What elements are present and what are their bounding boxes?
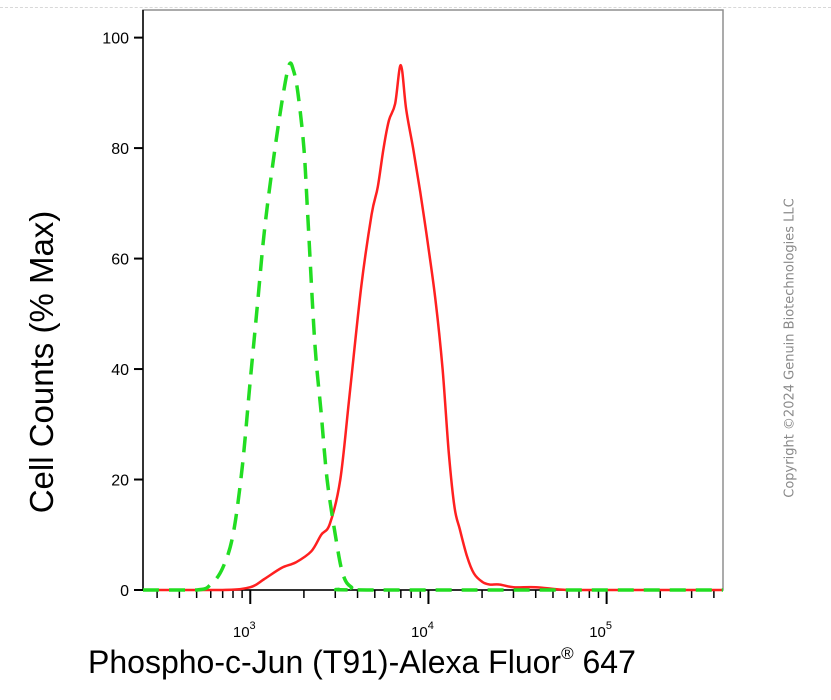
- y-axis-label: Cell Counts (% Max): [23, 210, 60, 514]
- x-tick-label-base: 10: [589, 624, 606, 641]
- x-tick-label-1000: 103: [233, 620, 256, 641]
- x-tick-label-10000: 104: [411, 620, 434, 641]
- y-tick-label-40: 40: [111, 362, 129, 379]
- y-tick-label-80: 80: [111, 141, 129, 158]
- x-tick-label-100000: 105: [589, 620, 612, 641]
- y-tick-label-20: 20: [111, 473, 129, 490]
- plot-frame: [142, 9, 724, 591]
- y-tick-label-100: 100: [102, 31, 129, 48]
- x-tick-label-base: 10: [233, 624, 250, 641]
- x-tick-label-base: 10: [411, 624, 428, 641]
- top-divider: [0, 7, 831, 8]
- x-axis-label-main: Phospho-c-Jun (T91)-Alexa Fluor: [88, 644, 562, 680]
- copyright-watermark: Copyright ©2024 Genuin Biotechnologies L…: [782, 198, 798, 498]
- x-tick-label-exponent: 5: [606, 620, 612, 632]
- x-tick-label-exponent: 4: [428, 620, 434, 632]
- dashed-green-histogram: [143, 61, 723, 592]
- solid-red-histogram: [143, 63, 723, 592]
- y-tick-label-0: 0: [120, 583, 129, 600]
- registered-mark: ®: [561, 644, 574, 663]
- x-axis-label: Phospho-c-Jun (T91)-Alexa Fluor® 647: [88, 644, 636, 681]
- x-tick-label-exponent: 3: [250, 620, 256, 632]
- y-tick-label-60: 60: [111, 252, 129, 269]
- x-axis-label-tail: 647: [573, 644, 636, 680]
